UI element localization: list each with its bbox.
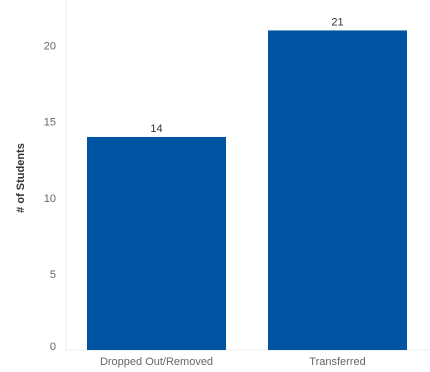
y-axis-ticks: 0 5 10 15 20 bbox=[44, 41, 56, 353]
bar[interactable] bbox=[87, 136, 226, 350]
bar-value-label: 21 bbox=[331, 16, 343, 28]
y-tick-label: 0 bbox=[50, 341, 56, 353]
x-axis-ticks: Dropped Out/Removed Transferred bbox=[100, 356, 366, 368]
y-tick-label: 20 bbox=[44, 41, 56, 53]
bar-value-labels: 14 21 bbox=[150, 16, 343, 135]
y-axis-title: # of Students bbox=[15, 143, 27, 213]
bar[interactable] bbox=[268, 30, 407, 350]
x-tick-label: Dropped Out/Removed bbox=[100, 356, 213, 368]
bars-group bbox=[87, 30, 407, 350]
y-tick-label: 15 bbox=[44, 117, 56, 129]
y-tick-label: 10 bbox=[44, 193, 56, 205]
bar-value-label: 14 bbox=[150, 123, 162, 135]
x-tick-label: Transferred bbox=[309, 356, 365, 368]
y-tick-label: 5 bbox=[50, 269, 56, 281]
